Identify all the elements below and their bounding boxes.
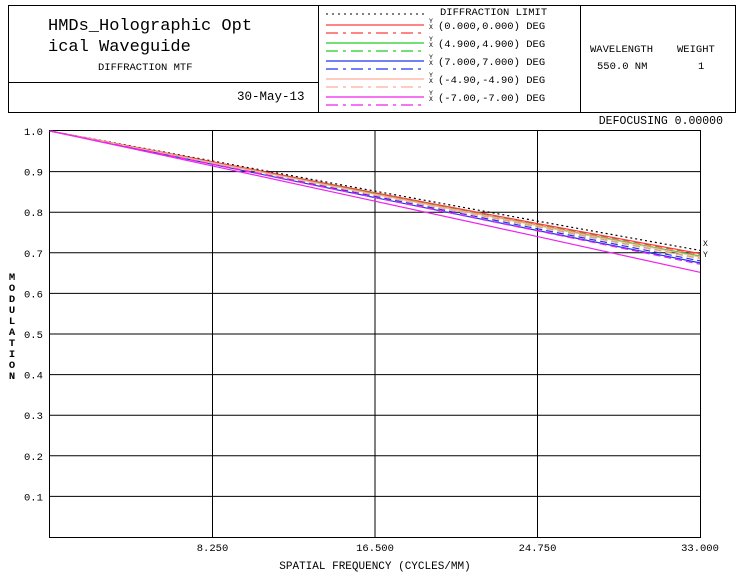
- y-tick-label: 0.7: [24, 249, 43, 261]
- title-line-1: HMDs_Holographic Opt: [48, 17, 253, 36]
- y-axis-label-letter: U: [9, 305, 15, 317]
- series-line-10: [49, 130, 701, 265]
- series-line-8: [49, 130, 701, 260]
- legend-entry-label: (4.900,4.900) DEG: [438, 39, 546, 51]
- legend-y-mark: Y: [429, 90, 433, 97]
- y-tick-label: 0.3: [24, 411, 43, 423]
- series-layer: [49, 130, 701, 273]
- y-axis-label-letter: M: [9, 272, 15, 284]
- x-tick-label: 24.750: [519, 543, 557, 555]
- legend-entry-label: (-4.90,-4.90) DEG: [438, 75, 546, 87]
- end-labels: XY: [703, 240, 708, 260]
- y-tick-label: 0.8: [24, 208, 43, 220]
- y-tick-label: 0.1: [24, 492, 43, 504]
- grid-lines: [50, 131, 700, 537]
- header-frame: [8, 5, 736, 113]
- wavelength-label: WAVELENGTH: [590, 44, 654, 56]
- y-axis-label-letter: T: [9, 338, 15, 350]
- series-line-9: [49, 130, 701, 273]
- legend-diffraction-limit: DIFFRACTION LIMIT: [440, 7, 548, 19]
- legend-y-mark: Y: [429, 36, 433, 43]
- weight-value: 1: [698, 61, 705, 73]
- wavelength-value: 550.0 NM: [597, 61, 648, 73]
- y-axis-label-letter: L: [9, 316, 15, 328]
- plot-area: 0.1 0.2 0.3 0.4 0.5 0.6 0.7 0.8 0.9 1.0 8.250 16.5…: [24, 127, 719, 555]
- legend-y-mark: Y: [429, 72, 433, 79]
- y-axis-label-letter: D: [9, 294, 15, 306]
- x-axis-label: SPATIAL FREQUENCY (CYCLES/MM): [279, 561, 470, 573]
- x-tick-labels: 8.250 16.500 24.750 33.000: [197, 543, 719, 555]
- legend-x-mark: X: [429, 78, 433, 85]
- x-tick-label: 33.000: [681, 543, 719, 555]
- subtitle: DIFFRACTION MTF: [98, 62, 193, 74]
- y-tick-label: 0.2: [24, 452, 43, 464]
- y-tick-label: 0.9: [24, 168, 43, 180]
- legend-swatches: [326, 13, 424, 106]
- y-tick-labels: 0.1 0.2 0.3 0.4 0.5 0.6 0.7 0.8 0.9 1.0: [24, 127, 43, 504]
- legend-entry-label: (7.000,7.000) DEG: [438, 57, 546, 69]
- plot-frame: [49, 130, 701, 538]
- defocusing-label: DEFOCUSING 0.00000: [599, 115, 723, 128]
- y-tick-label: 0.4: [24, 371, 43, 383]
- y-axis-label-letter: I: [9, 349, 15, 361]
- legend-entry-label: (0.000,0.000) DEG: [438, 21, 546, 33]
- legend-x-mark: X: [429, 24, 433, 31]
- y-axis-label-letter: O: [9, 283, 15, 295]
- legend-y-mark: Y: [429, 18, 433, 25]
- y-axis-label-letter: N: [9, 371, 15, 383]
- end-label: X: [703, 240, 708, 249]
- x-tick-label: 8.250: [197, 543, 229, 555]
- legend-entry-label: (-7.00,-7.00) DEG: [438, 93, 546, 105]
- y-tick-label: 1.0: [24, 127, 43, 139]
- y-tick-label: 0.5: [24, 330, 43, 342]
- y-axis-label-letter: O: [9, 360, 15, 372]
- legend-x-mark: X: [429, 42, 433, 49]
- end-label: Y: [703, 251, 708, 260]
- y-axis-label-letter: A: [9, 327, 16, 339]
- legend-x-mark: X: [429, 60, 433, 67]
- date-label: 30-May-13: [237, 90, 305, 104]
- legend-y-mark: Y: [429, 54, 433, 61]
- weight-label: WEIGHT: [677, 44, 715, 56]
- title-line-2: ical Waveguide: [48, 38, 191, 57]
- x-tick-label: 16.500: [356, 543, 394, 555]
- y-tick-label: 0.6: [24, 289, 43, 301]
- legend-x-mark: X: [429, 96, 433, 103]
